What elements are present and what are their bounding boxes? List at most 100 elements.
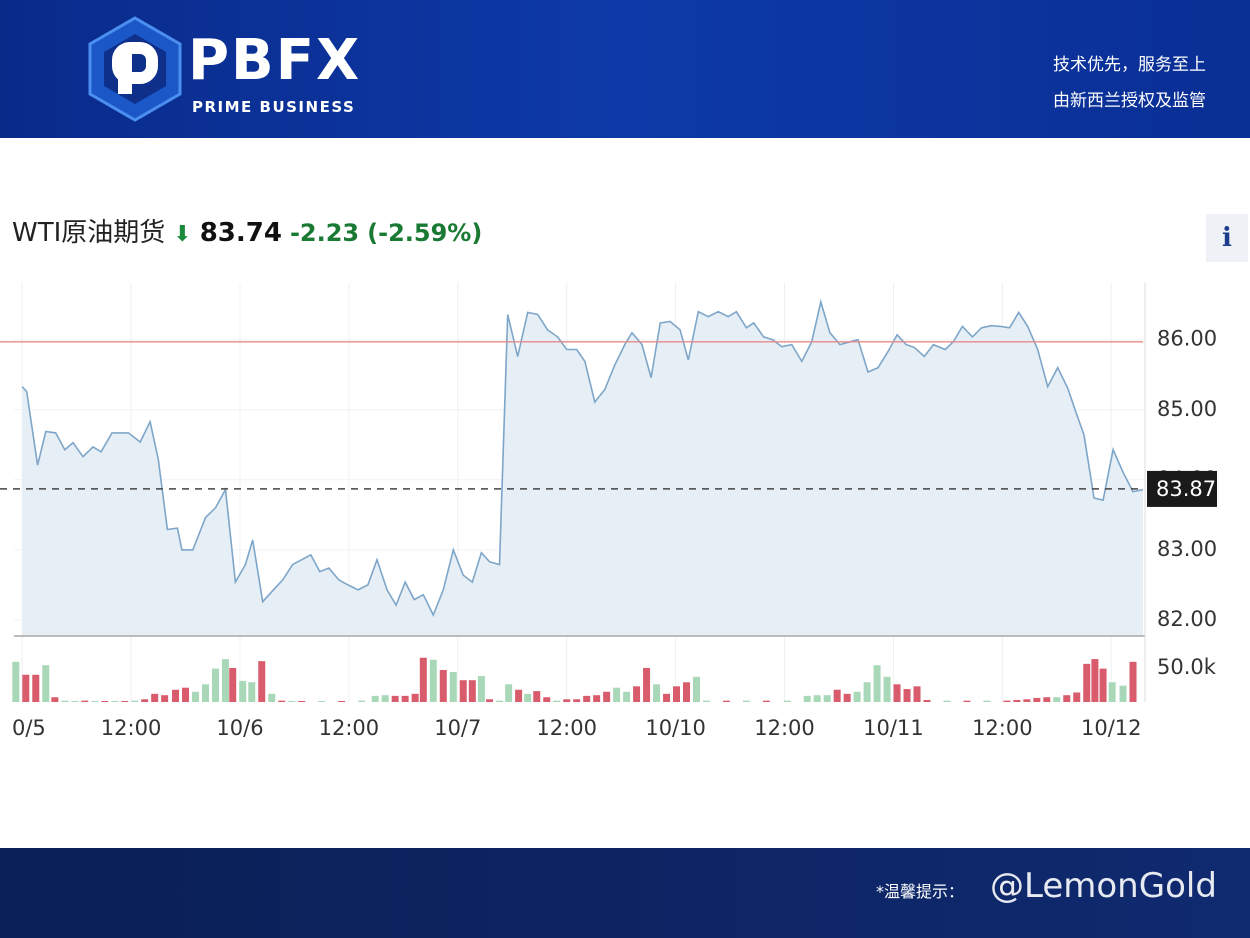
volume-bar [883, 676, 891, 702]
volume-bar [71, 700, 79, 702]
volume-bar [553, 700, 561, 702]
x-tick-label: 10/10 [645, 716, 706, 740]
volume-bar [1013, 699, 1021, 702]
volume-bar [101, 700, 109, 702]
x-tick-label: 12:00 [972, 716, 1033, 740]
volume-bar [221, 659, 229, 702]
volume-bar [583, 695, 591, 702]
price: 83.74 [199, 218, 282, 248]
watermark: @LemonGold [990, 866, 1217, 906]
volume-bar [1023, 699, 1031, 702]
volume-bar [141, 699, 149, 702]
license: 由新西兰授权及监管 [1053, 91, 1206, 111]
volume-bar [1083, 663, 1091, 702]
last-price-box [1147, 470, 1217, 507]
volume-bar [411, 693, 419, 702]
volume-bar [391, 695, 399, 702]
volume-bar [459, 680, 467, 702]
volume-bar [702, 700, 710, 702]
down-arrow: ⬇ [173, 222, 192, 247]
x-tick-label: 10/7 [434, 716, 481, 740]
logo-subtitle: PRIME BUSINESS [192, 98, 356, 116]
volume-bar [239, 680, 247, 702]
quote-bar: WTI原油期货 ⬇ 83.74 -2.23 (-2.59%) [12, 212, 490, 249]
logo-icon [88, 16, 182, 122]
volume-bar [1063, 695, 1071, 702]
x-tick-label: 0/5 [12, 716, 46, 740]
volume-bar [486, 699, 494, 702]
logo-text: PBFX [188, 28, 362, 93]
volume-bar [863, 682, 871, 702]
volume-bar [1053, 697, 1061, 702]
volume-bar [468, 680, 476, 702]
volume-bar [151, 693, 159, 702]
chart: 0/5 12:00 10/6 12:00 10/7 12:00 10/10 12:00 10/1… [0, 283, 1217, 740]
volume-bar [358, 700, 366, 702]
volume-bar [268, 693, 276, 702]
x-tick-label: 10/6 [216, 716, 263, 740]
info-button[interactable]: i [1206, 214, 1248, 262]
y-tick-label: 86.00 [1157, 327, 1217, 351]
volume-bar [22, 674, 30, 702]
volume-bar [1003, 700, 1011, 702]
volume-bar [633, 686, 641, 702]
volume-bar [1099, 668, 1107, 702]
volume-bar [258, 661, 266, 702]
volume-bar [1119, 685, 1127, 702]
volume-bar [51, 697, 59, 702]
volume-bar [843, 693, 851, 702]
header: PBFX PRIME BUSINESS 技术优先，服务至上 由新西兰授权及监管 [0, 0, 1250, 138]
volume-bar [192, 691, 200, 702]
volume-bar [1043, 697, 1051, 702]
x-tick-label: 10/12 [1081, 716, 1142, 740]
volume-bar [381, 695, 389, 702]
volume-bar [182, 687, 190, 702]
volume-bar [505, 684, 513, 702]
volume-bar [439, 669, 447, 702]
volume-bar [923, 699, 931, 702]
volume-bar [524, 693, 532, 702]
slogan: 技术优先，服务至上 [1053, 55, 1206, 75]
volume-bar [803, 695, 811, 702]
volume-bar [429, 659, 437, 702]
volume-bar [1108, 682, 1116, 702]
volume-bar [12, 661, 20, 702]
volume-bar [288, 700, 296, 702]
notice: *温馨提示： [876, 882, 965, 901]
volume-bar [663, 693, 671, 702]
x-tick-label: 12:00 [101, 716, 162, 740]
change-percent: (-2.59%) [367, 219, 483, 247]
volume-bar [496, 700, 504, 702]
last-price-label: 83.87 [1156, 477, 1216, 501]
volume-bar [401, 695, 409, 702]
volume-bar [121, 700, 129, 702]
volume-bar [1073, 692, 1081, 702]
volume-bar [673, 686, 681, 702]
volume-bar [298, 700, 306, 702]
line [21, 298, 1144, 617]
volume-bar [477, 676, 485, 702]
volume-tick-label: 50.0k [1157, 655, 1217, 679]
volume-bar [1033, 697, 1041, 702]
volume-bar [131, 700, 139, 702]
volume-bar [371, 695, 379, 702]
volume-bar [515, 689, 523, 702]
x-tick-label: 10/11 [863, 716, 924, 740]
volume-bar [1129, 661, 1137, 702]
volume-bar [682, 682, 690, 702]
volume-bar [543, 697, 551, 702]
volume-bar [211, 668, 219, 702]
volume-bar [201, 684, 209, 702]
instrument-name: WTI原油期货 [12, 218, 166, 248]
volume-bar [783, 700, 791, 702]
volume-bar [903, 689, 911, 702]
volume-bar [943, 700, 951, 702]
volume-bar [318, 700, 326, 702]
volume-bar [873, 665, 881, 702]
change: -2.23 [289, 219, 360, 247]
volume-bar [653, 684, 661, 702]
volume-bar [983, 700, 991, 702]
y-tick-label: 83.00 [1157, 537, 1217, 561]
volume-bar [833, 689, 841, 702]
